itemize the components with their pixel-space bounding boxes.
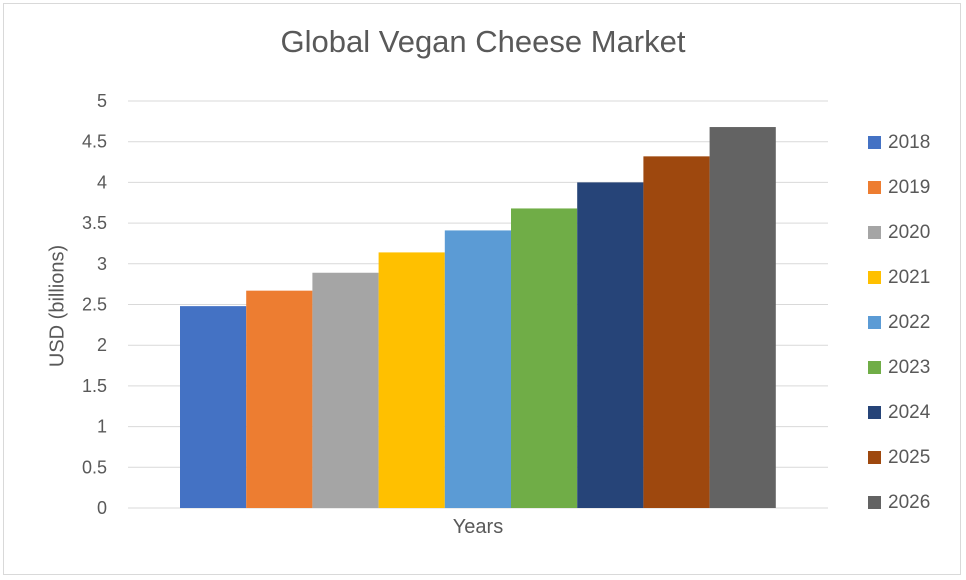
legend-label: 2025 [888,447,931,468]
legend-label: 2020 [888,222,931,243]
bar-2025 [643,156,710,509]
x-axis-label: Years [452,516,504,538]
legend-item-2024: 2024 [868,400,958,426]
legend-swatch [868,271,881,284]
y-tick-label: 1 [97,417,107,437]
legend-item-2020: 2020 [868,220,958,246]
legend-item-2026: 2026 [868,490,958,516]
y-tick-label: 1.5 [82,376,107,396]
legend-item-2023: 2023 [868,355,958,381]
bar-2024 [577,182,644,508]
legend-label: 2019 [888,177,931,198]
legend-label: 2021 [888,267,931,288]
legend-label: 2024 [888,402,931,423]
legend-label: 2026 [888,492,931,513]
y-tick-label: 3.5 [82,213,107,233]
y-tick-label: 3 [97,254,107,274]
y-tick-label: 4 [97,172,107,192]
legend-label: 2023 [888,357,931,378]
bar-2026 [709,127,776,508]
legend-item-2022: 2022 [868,310,958,336]
legend-item-2021: 2021 [868,265,958,291]
bar-2020 [312,272,379,508]
bar-2019 [246,290,313,508]
legend-swatch [868,316,881,329]
y-tick-label: 4.5 [82,132,107,152]
legend-swatch [868,361,881,374]
legend-swatch [868,136,881,149]
legend-swatch [868,496,881,509]
bar-2018 [180,306,247,508]
y-tick-label: 5 [97,91,107,111]
legend-item-2019: 2019 [868,175,958,201]
legend-label: 2018 [888,132,931,153]
legend-swatch [868,181,881,194]
legend-swatch [868,226,881,239]
bar-2022 [444,230,511,508]
chart-title: Global Vegan Cheese Market [280,24,686,59]
legend-item-2018: 2018 [868,130,958,156]
legend-item-2025: 2025 [868,445,958,471]
y-tick-label: 0.5 [82,457,107,477]
y-tick-label: 2 [97,335,107,355]
y-tick-label: 0 [97,498,107,518]
y-tick-label: 2.5 [82,295,107,315]
legend-label: 2022 [888,312,931,333]
bar-2021 [378,252,445,508]
bar-2023 [511,208,578,508]
legend-swatch [868,406,881,419]
legend-swatch [868,451,881,464]
